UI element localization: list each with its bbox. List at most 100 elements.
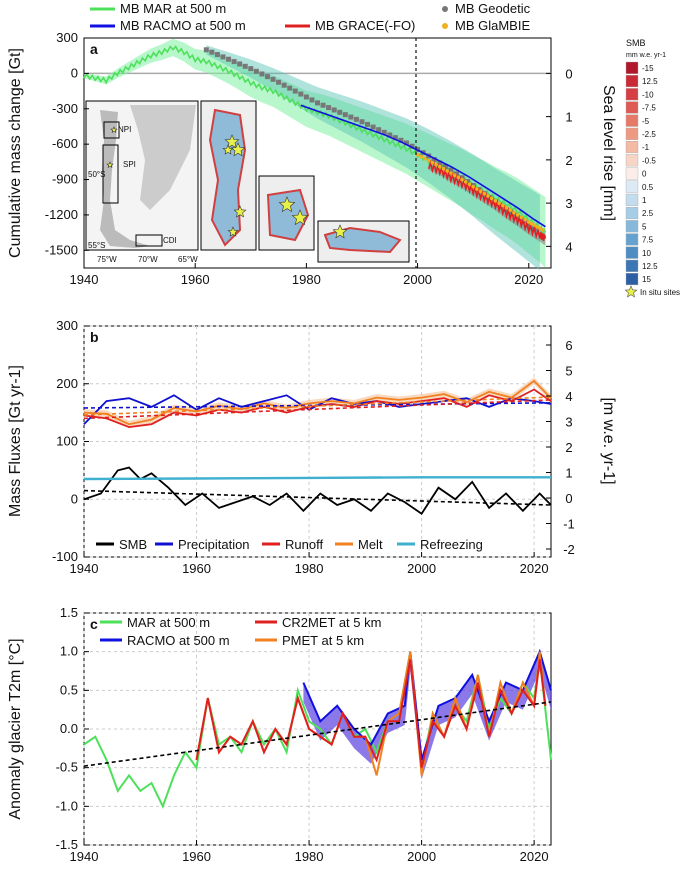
panel-b-label: b [90,329,99,345]
glambie-point [426,158,431,163]
colorbar-tick-label: 10 [642,249,651,258]
glambie-point [497,201,501,205]
ytick-label: 0 [71,65,78,80]
colorbar-tick-label: 0.5 [642,183,654,192]
colorbar-unit: mm w.e. yr-1 [626,52,666,59]
glambie-point [445,169,450,173]
colorbar-tick-label: 2.5 [642,209,654,218]
glambie-point [438,164,442,169]
xtick-label: 2000 [407,561,436,576]
ytick-right-label: 6 [565,338,572,353]
colorbar-tick-label: 0 [642,170,647,179]
panel-c-ylabel: Anomaly glacier T2m [°C] [7,638,24,819]
colorbar-swatch [625,220,639,233]
geodetic-point [437,160,443,166]
glambie-point [526,220,531,224]
geodetic-point [376,127,382,133]
series-line-grace [427,159,547,242]
glambie-point [452,173,457,178]
ytick-right-label: 0 [565,491,572,506]
geodetic-point [526,222,532,228]
colorbar-tick-label: 5 [642,222,647,231]
geodetic-point [348,114,354,120]
geodetic-point [287,85,293,91]
inset-npi-icefield [266,188,310,242]
colorbar-tick-label: -7.5 [642,104,656,113]
xtick-label: 2020 [520,561,549,576]
glambie-point [540,228,545,232]
geodetic-point [337,109,343,115]
glambie-point [463,180,468,184]
panel-b-ticks: 1940 1960 1980 2000 2020 300 200 100 0 -100 6 5 4 3 2 1… [52,318,575,576]
glambie-point [538,226,542,231]
ytick-label: -1200 [45,207,78,222]
xtick-label: 1940 [70,849,99,864]
ytick-label: 1.5 [60,605,78,620]
colorbar-tick-label: -5 [642,117,650,126]
in-situ-star-icon [278,196,296,213]
colorbar-swatch [625,154,639,167]
legend-label-cr2met: CR2MET at 5 km [282,615,381,630]
panel-c: c 1940 1960 1980 2000 2020 1.5 1.0 0.5 0.0 -0.5 -1… [7,605,552,864]
ytick-label: 1.0 [60,644,78,659]
geodetic-point [242,63,248,69]
colorbar-swatch [625,193,639,206]
ytick-label: -300 [52,101,78,116]
ytick-right-label: 5 [565,364,572,379]
glambie-point [449,171,453,175]
geodetic-point [237,61,243,67]
inset-cdi-icefield [323,226,402,254]
ytick-label: -1.5 [56,837,78,852]
geodetic-point [515,214,521,220]
ytick-right-label: 2 [565,153,572,168]
series-line-melt [83,379,552,426]
ytick-label: 300 [56,318,78,333]
band-racmo [303,651,551,780]
panel-c-ticks: 1940 1960 1980 2000 2020 1.5 1.0 0.5 0.0 -0.5 -1.0… [56,605,549,864]
colorbar-swatch [625,180,639,193]
series-line-cr2met [195,659,547,768]
inset-label-npi: NPI [118,125,131,134]
geodetic-point [353,116,359,122]
xtick-label: 2020 [514,272,543,287]
geodetic-point [203,47,209,53]
colorbar-tick-label: 12.5 [642,262,658,271]
panel-a-ticks: 1940 1960 1980 2000 2020 300 0 -300 -600 -900 -120… [45,30,573,287]
glambie-point [415,152,420,157]
geodetic-point [226,56,232,62]
glambie-point [419,154,424,159]
glambie-point [515,213,520,217]
geodetic-point [270,76,276,82]
geodetic-point [320,102,326,108]
legend-label-glambie: MB GlaMBIE [455,18,530,33]
legend-label-smb: SMB [119,537,147,552]
geodetic-point [298,91,304,97]
ytick-label: -900 [52,172,78,187]
ytick-label: 0.0 [60,721,78,736]
colorbar-swatch [625,140,639,154]
ytick-label: -1500 [45,242,78,257]
legend-swatch-geodetic [442,6,448,12]
geodetic-point [453,171,459,177]
colorbar-swatch [625,259,639,272]
panel-a-label: a [90,41,98,57]
trend-line-runoff [83,399,552,420]
ytick-label: -600 [52,136,78,151]
in-situ-star-icon [227,226,239,237]
geodetic-point [326,105,332,111]
geodetic-point [264,74,270,80]
in-situ-star-icon [106,161,114,169]
xtick-label: 1960 [181,272,210,287]
legend-label-racmo: MB RACMO at 500 m [120,18,246,33]
colorbar-swatch [625,114,639,127]
in-situ-star-icon [233,205,247,218]
inset-box-spi [102,144,119,204]
glambie-point [471,184,475,189]
ytick-right-label: -1 [563,517,575,532]
glambie-point [493,198,498,203]
inset-label-spi: SPI [123,160,136,169]
xtick-label: 1960 [182,561,211,576]
inset-label-lat50: 50°S [88,170,105,179]
in-situ-star-icon [291,209,309,226]
series-line-pmet [195,651,547,776]
